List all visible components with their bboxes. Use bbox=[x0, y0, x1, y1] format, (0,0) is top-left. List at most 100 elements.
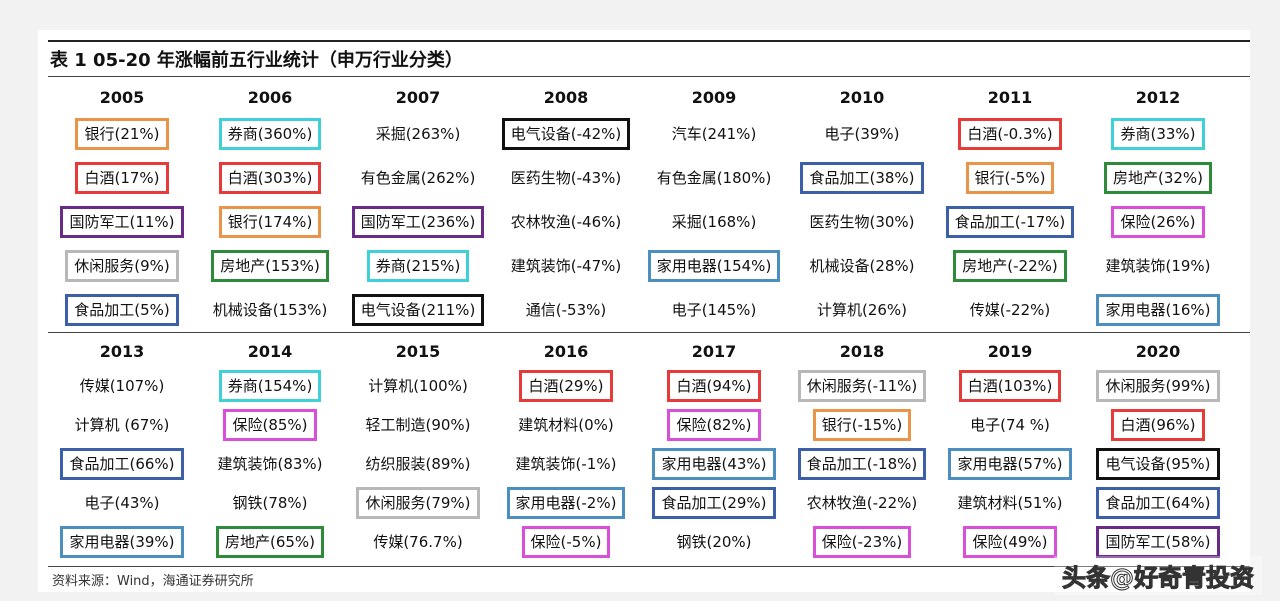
table-cell: 房地产(65%) bbox=[196, 522, 344, 561]
year-header: 2007 bbox=[395, 87, 441, 107]
table-cell: 房地产(-22%) bbox=[936, 244, 1084, 288]
table-cell: 医药生物(30%) bbox=[788, 200, 936, 244]
table-cell: 医药生物(-43%) bbox=[492, 156, 640, 200]
industry-entry: 保险(26%) bbox=[1111, 206, 1205, 238]
table-cell: 食品加工(38%) bbox=[788, 156, 936, 200]
industry-entry: 保险(85%) bbox=[223, 408, 317, 441]
table-cell: 电子(74 %) bbox=[936, 405, 1084, 444]
industry-entry: 白酒(-0.3%) bbox=[958, 118, 1062, 150]
industry-entry: 房地产(32%) bbox=[1103, 162, 1213, 194]
year-header: 2013 bbox=[99, 341, 145, 361]
table-cell: 国防军工(58%) bbox=[1084, 522, 1232, 561]
industry-entry: 建筑材料(0%) bbox=[518, 415, 614, 434]
industry-entry: 家用电器(16%) bbox=[1096, 294, 1220, 326]
table-cell: 建筑装饰(-47%) bbox=[492, 244, 640, 288]
industry-entry: 休闲服务(-11%) bbox=[797, 369, 927, 402]
industry-entry: 白酒(103%) bbox=[958, 369, 1062, 402]
industry-entry: 银行(-15%) bbox=[812, 408, 912, 441]
table-cell: 白酒(17%) bbox=[48, 156, 196, 200]
industry-entry: 休闲服务(79%) bbox=[356, 486, 480, 519]
table-cell: 食品加工(29%) bbox=[640, 483, 788, 522]
industry-entry: 传媒(107%) bbox=[79, 376, 165, 395]
table-cell: 银行(21%) bbox=[48, 112, 196, 156]
table-cell: 保险(82%) bbox=[640, 405, 788, 444]
table-cell: 电气设备(95%) bbox=[1084, 444, 1232, 483]
table-cell: 食品加工(5%) bbox=[48, 288, 196, 332]
industry-entry: 建筑装饰(19%) bbox=[1105, 257, 1211, 275]
table-cell: 农林牧渔(-22%) bbox=[788, 483, 936, 522]
industry-entry: 电子(145%) bbox=[671, 301, 757, 319]
industry-entry: 计算机 (67%) bbox=[74, 415, 170, 434]
year-header: 2014 bbox=[247, 341, 293, 361]
table-cell: 白酒(29%) bbox=[492, 366, 640, 405]
industry-entry: 食品加工(64%) bbox=[1096, 486, 1220, 519]
table-cell: 国防军工(236%) bbox=[344, 200, 492, 244]
rule bbox=[48, 566, 1250, 567]
table-cell: 房地产(32%) bbox=[1084, 156, 1232, 200]
year-header: 2017 bbox=[691, 341, 737, 361]
table-cell: 房地产(153%) bbox=[196, 244, 344, 288]
industry-entry: 传媒(-22%) bbox=[969, 301, 1051, 319]
source-note: 资料来源：Wind，海通证券研究所 bbox=[52, 574, 254, 589]
table-cell: 钢铁(78%) bbox=[196, 483, 344, 522]
industry-entry: 有色金属(180%) bbox=[656, 169, 772, 187]
year-header: 2005 bbox=[99, 87, 145, 107]
year-header: 2015 bbox=[395, 341, 441, 361]
industry-entry: 电气设备(211%) bbox=[351, 294, 485, 326]
table-cell: 银行(-15%) bbox=[788, 405, 936, 444]
table-cell: 休闲服务(-11%) bbox=[788, 366, 936, 405]
table-top: 2005 2006 2007 2008 2009 2010 2011 2012 银行(21%) 券… bbox=[48, 82, 1232, 332]
table-cell: 机械设备(153%) bbox=[196, 288, 344, 332]
industry-entry: 食品加工(-17%) bbox=[945, 206, 1075, 238]
industry-entry: 电子(39%) bbox=[824, 125, 900, 143]
table-cell: 建筑装饰(83%) bbox=[196, 444, 344, 483]
table-cell: 家用电器(57%) bbox=[936, 444, 1084, 483]
table-cell: 保险(-5%) bbox=[492, 522, 640, 561]
industry-entry: 银行(174%) bbox=[218, 206, 322, 238]
industry-entry: 医药生物(30%) bbox=[809, 213, 915, 231]
industry-entry: 医药生物(-43%) bbox=[510, 169, 622, 187]
industry-entry: 建筑装饰(83%) bbox=[217, 454, 323, 473]
industry-entry: 有色金属(262%) bbox=[360, 169, 476, 187]
year-header: 2018 bbox=[839, 341, 885, 361]
table-bottom: 2013 2014 2015 2016 2017 2018 2019 2020 传媒(107%)… bbox=[48, 336, 1232, 561]
industry-entry: 钢铁(78%) bbox=[232, 493, 308, 512]
table-cell: 计算机(26%) bbox=[788, 288, 936, 332]
table-cell: 建筑装饰(-1%) bbox=[492, 444, 640, 483]
year-header: 2006 bbox=[247, 87, 293, 107]
table-cell: 家用电器(16%) bbox=[1084, 288, 1232, 332]
industry-entry: 家用电器(154%) bbox=[647, 250, 781, 282]
industry-entry: 电气设备(-42%) bbox=[501, 118, 631, 150]
industry-entry: 传媒(76.7%) bbox=[373, 532, 463, 551]
industry-entry: 电子(74 %) bbox=[970, 415, 1050, 434]
industry-entry: 采掘(263%) bbox=[375, 125, 461, 143]
industry-entry: 电子(43%) bbox=[84, 493, 160, 512]
industry-entry: 建筑装饰(-47%) bbox=[510, 257, 622, 275]
industry-entry: 国防军工(58%) bbox=[1096, 525, 1220, 558]
industry-entry: 银行(21%) bbox=[75, 118, 169, 150]
industry-entry: 轻工制造(90%) bbox=[365, 415, 471, 434]
year-header: 2020 bbox=[1135, 341, 1181, 361]
report-table: 表 1 05-20 年涨幅前五行业统计（申万行业分类） 2005 2006 2007… bbox=[38, 30, 1250, 592]
table-cell: 钢铁(20%) bbox=[640, 522, 788, 561]
table-cell: 保险(85%) bbox=[196, 405, 344, 444]
table-cell: 农林牧渔(-46%) bbox=[492, 200, 640, 244]
industry-entry: 钢铁(20%) bbox=[676, 532, 752, 551]
year-header: 2009 bbox=[691, 87, 737, 107]
table-cell: 食品加工(66%) bbox=[48, 444, 196, 483]
industry-entry: 食品加工(38%) bbox=[800, 162, 924, 194]
industry-entry: 食品加工(66%) bbox=[60, 447, 184, 480]
industry-entry: 机械设备(28%) bbox=[809, 257, 915, 275]
table-cell: 银行(174%) bbox=[196, 200, 344, 244]
table-cell: 保险(49%) bbox=[936, 522, 1084, 561]
table-cell: 保险(26%) bbox=[1084, 200, 1232, 244]
table-cell: 有色金属(262%) bbox=[344, 156, 492, 200]
table-cell: 白酒(94%) bbox=[640, 366, 788, 405]
table-cell: 采掘(263%) bbox=[344, 112, 492, 156]
industry-entry: 休闲服务(99%) bbox=[1096, 369, 1220, 402]
table-cell: 白酒(103%) bbox=[936, 366, 1084, 405]
rule bbox=[48, 40, 1250, 42]
table-cell: 电子(39%) bbox=[788, 112, 936, 156]
industry-entry: 保险(82%) bbox=[667, 408, 761, 441]
